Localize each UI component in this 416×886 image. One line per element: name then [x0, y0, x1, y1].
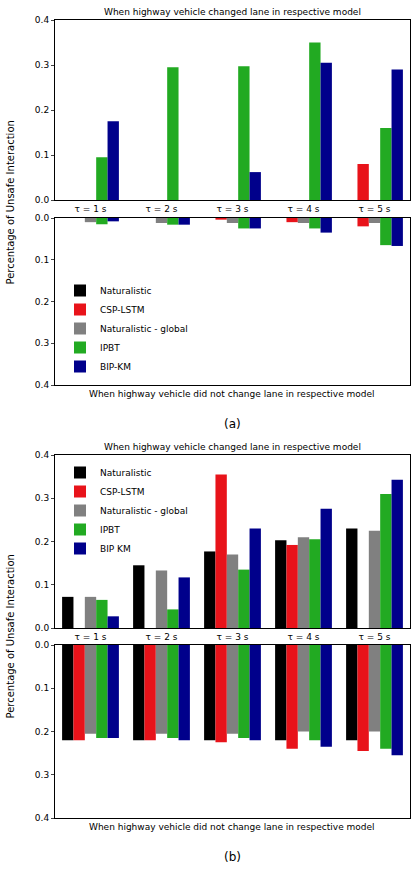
svg-text:IPBT: IPBT [100, 343, 120, 353]
svg-text:CSP-LSTM: CSP-LSTM [100, 487, 144, 497]
svg-text:IPBT: IPBT [100, 525, 120, 535]
svg-text:When highway vehicle did not c: When highway vehicle did not change lane… [89, 822, 375, 832]
svg-text:0.0: 0.0 [35, 213, 50, 223]
svg-text:When highway vehicle did not c: When highway vehicle did not change lane… [89, 389, 375, 399]
svg-text:BIP KM: BIP KM [100, 544, 131, 554]
svg-text:When highway vehicle changed l: When highway vehicle changed lane in res… [104, 442, 361, 452]
svg-text:τ = 3 s: τ = 3 s [217, 204, 249, 214]
svg-text:0.2: 0.2 [35, 105, 49, 115]
svg-text:(a): (a) [224, 417, 241, 431]
svg-text:0.1: 0.1 [35, 255, 49, 265]
svg-text:0.0: 0.0 [35, 623, 50, 633]
svg-text:Naturalistic - global: Naturalistic - global [100, 506, 188, 516]
svg-text:0.1: 0.1 [35, 150, 49, 160]
svg-text:0.3: 0.3 [35, 493, 49, 503]
svg-text:τ = 1 s: τ = 1 s [75, 204, 107, 214]
svg-text:0.2: 0.2 [35, 537, 49, 547]
svg-text:(b): (b) [224, 850, 241, 864]
svg-text:τ = 4 s: τ = 4 s [288, 204, 320, 214]
svg-text:0.3: 0.3 [35, 770, 49, 780]
svg-text:τ = 4 s: τ = 4 s [288, 632, 320, 642]
svg-text:0.2: 0.2 [35, 727, 49, 737]
svg-text:0.0: 0.0 [35, 195, 50, 205]
svg-text:τ = 5 s: τ = 5 s [359, 632, 391, 642]
svg-text:0.3: 0.3 [35, 60, 49, 70]
svg-text:Naturalistic: Naturalistic [100, 468, 151, 478]
svg-text:0.4: 0.4 [35, 380, 50, 390]
svg-text:Naturalistic: Naturalistic [100, 286, 151, 296]
svg-text:τ = 1 s: τ = 1 s [75, 632, 107, 642]
svg-text:BIP-KM: BIP-KM [100, 362, 131, 372]
svg-text:Percentage of Unsafe Interacti: Percentage of Unsafe Interaction [5, 554, 16, 718]
svg-text:0.2: 0.2 [35, 297, 49, 307]
svg-text:0.4: 0.4 [35, 450, 50, 460]
svg-text:When highway vehicle changed l: When highway vehicle changed lane in res… [104, 7, 361, 17]
svg-text:0.4: 0.4 [35, 15, 50, 25]
svg-text:0.1: 0.1 [35, 683, 49, 693]
svg-text:0.3: 0.3 [35, 338, 49, 348]
svg-text:τ = 3 s: τ = 3 s [217, 632, 249, 642]
svg-text:τ = 5 s: τ = 5 s [359, 204, 391, 214]
svg-text:0.1: 0.1 [35, 580, 49, 590]
svg-text:0.0: 0.0 [35, 640, 50, 650]
svg-text:0.4: 0.4 [35, 813, 50, 823]
svg-text:τ = 2 s: τ = 2 s [146, 632, 178, 642]
svg-text:Percentage of Unsafe Interacti: Percentage of Unsafe Interaction [5, 120, 16, 284]
svg-text:τ = 2 s: τ = 2 s [146, 204, 178, 214]
svg-text:Naturalistic - global: Naturalistic - global [100, 324, 188, 334]
svg-text:CSP-LSTM: CSP-LSTM [100, 305, 144, 315]
